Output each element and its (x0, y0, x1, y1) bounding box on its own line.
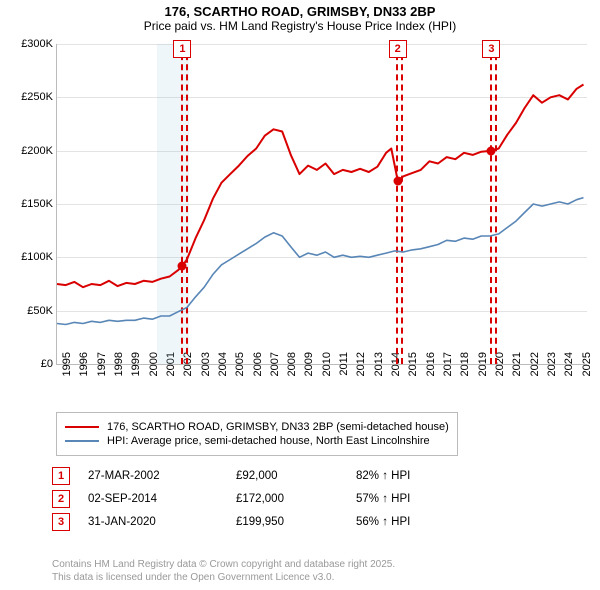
table-row: 202-SEP-2014£172,00057% ↑ HPI (52, 490, 476, 508)
y-axis-tick: £50K (9, 305, 53, 317)
table-row: 331-JAN-2020£199,95056% ↑ HPI (52, 513, 476, 531)
chart-plot-area: £0£50K£100K£150K£200K£250K£300K199519961… (56, 44, 587, 365)
legend-label: 176, SCARTHO ROAD, GRIMSBY, DN33 2BP (se… (107, 421, 449, 433)
row-marker-icon: 2 (52, 490, 70, 508)
y-axis-tick: £0 (9, 358, 53, 370)
legend-label: HPI: Average price, semi-detached house,… (107, 435, 430, 447)
row-hpi: 82% ↑ HPI (356, 470, 476, 482)
y-axis-tick: £200K (9, 145, 53, 157)
series-line (57, 198, 584, 325)
row-hpi: 57% ↑ HPI (356, 493, 476, 505)
row-price: £199,950 (236, 516, 356, 528)
row-price: £172,000 (236, 493, 356, 505)
legend-swatch (65, 426, 99, 428)
row-marker-icon: 3 (52, 513, 70, 531)
y-axis-tick: £300K (9, 38, 53, 50)
chart-legend: 176, SCARTHO ROAD, GRIMSBY, DN33 2BP (se… (56, 412, 458, 456)
row-price: £92,000 (236, 470, 356, 482)
series-line (57, 85, 584, 288)
legend-item: 176, SCARTHO ROAD, GRIMSBY, DN33 2BP (se… (65, 421, 449, 433)
y-axis-tick: £250K (9, 91, 53, 103)
row-date: 31-JAN-2020 (70, 516, 236, 528)
y-axis-tick: £150K (9, 198, 53, 210)
chart-title-line1: 176, SCARTHO ROAD, GRIMSBY, DN33 2BP (0, 4, 600, 19)
y-axis-tick: £100K (9, 251, 53, 263)
legend-swatch (65, 440, 99, 442)
chart-series (57, 44, 587, 364)
footer-attribution: Contains HM Land Registry data © Crown c… (52, 558, 395, 584)
row-date: 02-SEP-2014 (70, 493, 236, 505)
row-hpi: 56% ↑ HPI (356, 516, 476, 528)
table-row: 127-MAR-2002£92,00082% ↑ HPI (52, 467, 476, 485)
footer-line2: This data is licensed under the Open Gov… (52, 571, 395, 584)
sales-table: 127-MAR-2002£92,00082% ↑ HPI 202-SEP-2014… (52, 462, 476, 536)
legend-item: HPI: Average price, semi-detached house,… (65, 435, 449, 447)
chart-title-line2: Price paid vs. HM Land Registry's House … (0, 19, 600, 33)
footer-line1: Contains HM Land Registry data © Crown c… (52, 558, 395, 571)
row-date: 27-MAR-2002 (70, 470, 236, 482)
row-marker-icon: 1 (52, 467, 70, 485)
